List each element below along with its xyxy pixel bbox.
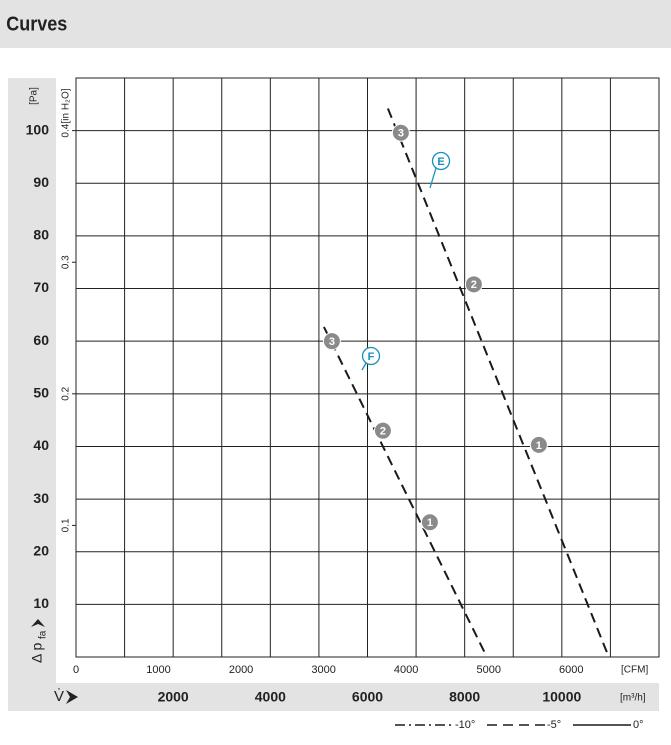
x-tick-label: 8000 xyxy=(449,689,480,705)
curve xyxy=(323,326,488,658)
curve-tag-leader xyxy=(361,362,367,371)
y2-axis-unit: [in H₂O] xyxy=(61,88,72,123)
x2-tick-label: 2000 xyxy=(229,664,253,676)
y-symbol: Δ p xyxy=(29,643,45,663)
x-axis-unit: [m³/h] xyxy=(620,693,646,704)
operating-point-label: 1 xyxy=(427,517,433,529)
x2-tick-label: 5000 xyxy=(476,664,500,676)
operating-point xyxy=(322,332,341,351)
x-tick-label: 4000 xyxy=(255,689,286,705)
x2-tick-label: 4000 xyxy=(394,664,418,676)
x-symbol: V̇ xyxy=(54,688,64,705)
curve-tag-label: E xyxy=(437,156,444,168)
operating-point xyxy=(420,513,439,532)
operating-point-label: 2 xyxy=(471,279,477,291)
y-axis-unit: [Pa] xyxy=(29,87,40,105)
curve-tag xyxy=(361,346,381,366)
header-title: Curves xyxy=(6,13,67,35)
header-band xyxy=(0,0,671,48)
y2-tick-label: 0.2 xyxy=(61,386,72,400)
curve-tag-leader xyxy=(429,167,437,189)
y-tick-label: 40 xyxy=(33,437,49,453)
x-tick-label: 2000 xyxy=(158,689,189,705)
left-band xyxy=(8,78,56,685)
y-tick-label: 30 xyxy=(33,490,49,506)
y-axis-symbol: Δ p fa xyxy=(29,619,49,663)
operating-point xyxy=(373,421,392,440)
x-tick-label: 6000 xyxy=(352,689,383,705)
y-tick-label: 10 xyxy=(33,595,49,611)
y-tick-label: 90 xyxy=(33,174,49,190)
x2-axis-unit: [CFM] xyxy=(621,665,648,676)
bottom-band xyxy=(8,683,659,711)
arrow xyxy=(31,619,45,627)
arrow xyxy=(66,690,78,704)
x2-tick-label: 6000 xyxy=(559,664,583,676)
legend-label: -10° xyxy=(455,719,475,731)
x2-tick-label: 1000 xyxy=(146,664,170,676)
curve xyxy=(386,108,610,658)
operating-point xyxy=(529,435,548,454)
operating-point-label: 3 xyxy=(329,336,335,348)
y-tick-label: 70 xyxy=(33,279,49,295)
operating-point xyxy=(464,275,483,294)
operating-point xyxy=(391,123,410,142)
curve-tag-label: F xyxy=(368,351,375,363)
legend-label: -5° xyxy=(547,719,561,731)
y-symbol-sub: fa xyxy=(38,630,49,639)
y-tick-label: 80 xyxy=(33,227,49,243)
x2-tick-label: 3000 xyxy=(311,664,335,676)
operating-point-label: 2 xyxy=(380,426,386,438)
legend-label: 0° xyxy=(633,719,644,731)
operating-point-label: 3 xyxy=(398,128,404,140)
y2-tick-label: 0.1 xyxy=(61,518,72,532)
y-tick-label: 100 xyxy=(26,121,50,137)
y2-tick-label: 0.3 xyxy=(61,255,72,269)
operating-point-label: 1 xyxy=(536,440,542,452)
x2-tick-label: 0 xyxy=(73,664,79,676)
y-tick-label: 50 xyxy=(33,385,49,401)
y2-tick-label: 0.4 xyxy=(61,123,72,137)
x-tick-label: 10000 xyxy=(542,689,581,705)
y-tick-label: 20 xyxy=(33,542,49,558)
curve-tag xyxy=(431,151,451,171)
y-tick-label: 60 xyxy=(33,332,49,348)
